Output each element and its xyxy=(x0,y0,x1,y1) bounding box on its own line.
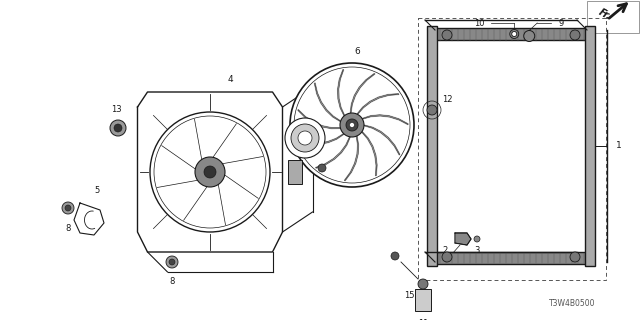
Text: 14: 14 xyxy=(327,173,337,182)
Polygon shape xyxy=(364,125,400,155)
Text: 12: 12 xyxy=(442,95,452,105)
FancyBboxPatch shape xyxy=(431,252,591,264)
Text: 1: 1 xyxy=(616,141,622,150)
Text: 8: 8 xyxy=(65,223,70,233)
Text: 2: 2 xyxy=(442,246,447,255)
FancyBboxPatch shape xyxy=(431,28,591,40)
Circle shape xyxy=(298,131,312,145)
Polygon shape xyxy=(362,132,377,176)
Circle shape xyxy=(570,30,580,40)
Circle shape xyxy=(418,279,428,289)
Polygon shape xyxy=(74,203,104,235)
Bar xyxy=(415,289,431,311)
Bar xyxy=(585,26,595,266)
Polygon shape xyxy=(316,137,350,168)
Polygon shape xyxy=(314,83,340,122)
Circle shape xyxy=(512,31,516,36)
Circle shape xyxy=(442,252,452,262)
Polygon shape xyxy=(138,92,282,252)
Circle shape xyxy=(195,157,225,187)
Circle shape xyxy=(114,124,122,132)
Text: 10: 10 xyxy=(474,19,484,28)
Circle shape xyxy=(391,252,399,260)
Polygon shape xyxy=(344,136,358,180)
Circle shape xyxy=(474,236,480,242)
Polygon shape xyxy=(455,233,471,245)
Polygon shape xyxy=(298,109,340,129)
Circle shape xyxy=(349,123,355,127)
Circle shape xyxy=(524,30,535,42)
Text: T3W4B0500: T3W4B0500 xyxy=(548,299,595,308)
Circle shape xyxy=(570,252,580,262)
Circle shape xyxy=(346,119,358,131)
Bar xyxy=(427,26,437,266)
Text: 11: 11 xyxy=(418,319,428,320)
Text: 9: 9 xyxy=(559,19,564,28)
Circle shape xyxy=(340,113,364,137)
Polygon shape xyxy=(298,134,344,144)
Circle shape xyxy=(150,112,270,232)
Polygon shape xyxy=(362,115,408,125)
Bar xyxy=(418,18,606,280)
Circle shape xyxy=(169,259,175,265)
Polygon shape xyxy=(357,94,399,114)
Text: 15: 15 xyxy=(404,292,414,300)
Bar xyxy=(287,160,301,184)
Circle shape xyxy=(62,202,74,214)
Text: 8: 8 xyxy=(170,277,175,286)
Circle shape xyxy=(318,164,326,172)
Text: 5: 5 xyxy=(94,187,100,196)
Text: 13: 13 xyxy=(111,106,122,115)
Bar xyxy=(435,30,587,262)
Text: 3: 3 xyxy=(474,246,480,255)
Circle shape xyxy=(291,124,319,152)
Circle shape xyxy=(290,63,414,187)
Text: 4: 4 xyxy=(227,76,233,84)
Circle shape xyxy=(204,166,216,178)
Text: 6: 6 xyxy=(354,46,360,55)
Circle shape xyxy=(427,105,437,115)
Circle shape xyxy=(442,30,452,40)
Text: Fr.: Fr. xyxy=(597,7,613,22)
Polygon shape xyxy=(338,70,345,116)
Circle shape xyxy=(166,256,178,268)
Circle shape xyxy=(110,120,126,136)
Circle shape xyxy=(285,118,325,158)
Text: 7: 7 xyxy=(292,103,298,113)
Polygon shape xyxy=(350,74,375,113)
Circle shape xyxy=(65,205,71,211)
